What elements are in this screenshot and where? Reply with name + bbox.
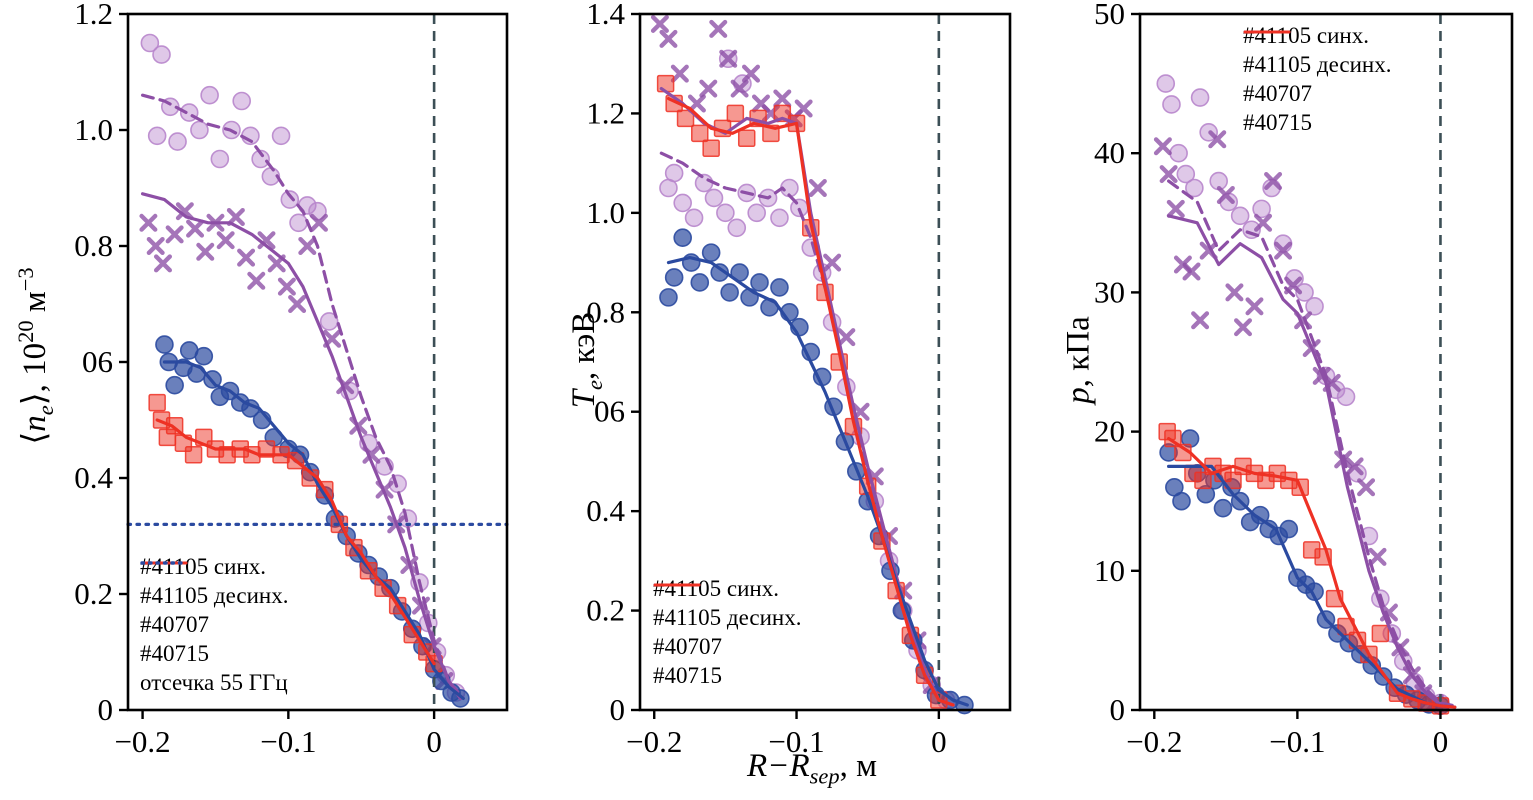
- legend-entry-label: #40707: [1243, 81, 1312, 106]
- svg-text:0: 0: [1110, 692, 1126, 727]
- panel-ne: −0.2 −0.1 0 0 0.2 0.4 06 0.8 1.0 1.2 ⟨ne⟩, 1020 м…: [0, 0, 515, 800]
- svg-text:06: 06: [594, 394, 625, 429]
- svg-text:50: 50: [1094, 0, 1125, 31]
- ne-y-axis-label: ⟨ne⟩, 1020 м−3: [13, 267, 59, 444]
- legend-entry-label: #41105 синх.: [1243, 23, 1369, 48]
- legend-entry-label: #41105 синх.: [140, 554, 266, 579]
- legend-entry-label: #40707: [653, 634, 722, 659]
- legend-entry: #40715: [1243, 30, 1391, 136]
- svg-text:−0.1: −0.1: [1269, 724, 1325, 759]
- panel-pressure: −0.2 −0.1 0 0 10 20 30 40 50 p, кПа #41105 синх.…: [1015, 0, 1533, 800]
- svg-text:0: 0: [610, 692, 626, 727]
- legend-entry: отсечка 55 ГГц: [140, 561, 288, 696]
- ne-ylabel-mid: ⟩, 10: [17, 342, 54, 406]
- svg-text:0: 0: [426, 724, 442, 759]
- te-y-axis-label: Te, кэВ: [566, 312, 608, 409]
- svg-text:1.2: 1.2: [586, 95, 625, 130]
- svg-text:1.2: 1.2: [74, 0, 113, 31]
- legend-entry: #41105 десинх.: [140, 561, 289, 609]
- svg-text:0.4: 0.4: [74, 460, 113, 495]
- legend: #41105 синх. #41105 десинх. #40707 #40715: [1243, 22, 1391, 136]
- svg-text:−0.1: −0.1: [768, 724, 824, 759]
- te-plot-canvas: −0.2 −0.1 0 0 0.2 0.4 06 0.8 1.0 1.2 1.4: [586, 0, 1012, 759]
- legend-entry-label: #40715: [1243, 110, 1312, 135]
- svg-text:30: 30: [1094, 274, 1125, 309]
- te-ylabel-sub: e: [581, 379, 607, 390]
- legend: #41105 синх. #41105 десинх. #40707 #40715 от…: [140, 553, 288, 696]
- pressure-plot-canvas: −0.2 −0.1 0 0 10 20 30 40 50: [1094, 0, 1514, 759]
- svg-text:−0.2: −0.2: [626, 724, 682, 759]
- legend-swatch-dotted-line: [140, 561, 188, 565]
- x-label-sub: sep: [809, 763, 840, 789]
- legend-entry-label: #41105 десинх.: [140, 583, 289, 608]
- legend-entry: #40707: [653, 583, 801, 660]
- panel-te: −0.2 −0.1 0 0 0.2 0.4 06 0.8 1.0 1.2 1.4 Te, кэВ #…: [515, 0, 1015, 800]
- svg-text:−0.1: −0.1: [260, 724, 316, 759]
- x-label-unit: , м: [839, 748, 877, 784]
- ne-plot-canvas: −0.2 −0.1 0 0 0.2 0.4 06 0.8 1.0 1.2: [74, 0, 509, 759]
- x-label-var: R−R: [747, 748, 810, 784]
- legend-entry-label: отсечка 55 ГГц: [140, 670, 288, 695]
- ne-ylabel-sup: 20: [13, 320, 39, 343]
- legend: #41105 синх. #41105 десинх. #40707 #40715: [653, 575, 801, 689]
- svg-text:−0.2: −0.2: [114, 724, 170, 759]
- te-ylabel-var: T: [566, 389, 603, 409]
- legend-entry: #41105 десинх.: [653, 583, 802, 631]
- legend-entry-label: #41105 синх.: [653, 576, 779, 601]
- legend-entry-label: #40707: [140, 612, 209, 637]
- svg-text:1.0: 1.0: [74, 112, 113, 147]
- svg-text:0: 0: [98, 692, 114, 727]
- legend-entry-label: #41105 десинх.: [653, 605, 802, 630]
- svg-text:1.0: 1.0: [586, 195, 625, 230]
- ne-ylabel-var: n: [17, 415, 54, 432]
- legend-entry: #40715: [653, 583, 801, 689]
- legend-entry-label: #41105 десинх.: [1243, 52, 1392, 77]
- legend-swatch-solid-line: [1243, 30, 1291, 34]
- legend-entry: #40715: [140, 561, 288, 667]
- svg-text:06: 06: [82, 344, 113, 379]
- ne-ylabel-unit: м: [17, 291, 54, 321]
- svg-text:0.8: 0.8: [586, 294, 625, 329]
- legend-entry: #40707: [140, 561, 288, 638]
- x-axis-label: R−Rsep, м: [747, 748, 877, 790]
- pressure-ylabel-var: p: [1060, 387, 1097, 404]
- ne-ylabel-bracket-l: ⟨: [17, 431, 54, 445]
- svg-text:0.2: 0.2: [586, 593, 625, 628]
- legend-entry: #41105 десинх.: [1243, 30, 1392, 78]
- svg-text:20: 20: [1094, 414, 1125, 449]
- legend-entry-label: #40715: [653, 663, 722, 688]
- svg-text:−0.2: −0.2: [1126, 724, 1182, 759]
- svg-text:0: 0: [1433, 724, 1449, 759]
- svg-text:0.2: 0.2: [74, 576, 113, 611]
- svg-text:0.4: 0.4: [586, 493, 625, 528]
- pressure-y-axis-label: p, кПа: [1061, 316, 1098, 404]
- ne-ylabel-sup2: −3: [13, 267, 39, 292]
- pressure-ylabel-unit: , кПа: [1060, 316, 1097, 388]
- te-ylabel-unit: , кэВ: [566, 311, 603, 380]
- svg-text:40: 40: [1094, 135, 1125, 170]
- svg-text:0: 0: [931, 724, 947, 759]
- svg-text:10: 10: [1094, 553, 1125, 588]
- legend-swatch-solid-line: [653, 583, 701, 587]
- ne-ylabel-sub: e: [32, 405, 58, 416]
- legend-entry-label: #40715: [140, 641, 209, 666]
- svg-text:0.8: 0.8: [74, 228, 113, 263]
- legend-entry: #40707: [1243, 30, 1391, 107]
- svg-text:1.4: 1.4: [586, 0, 625, 31]
